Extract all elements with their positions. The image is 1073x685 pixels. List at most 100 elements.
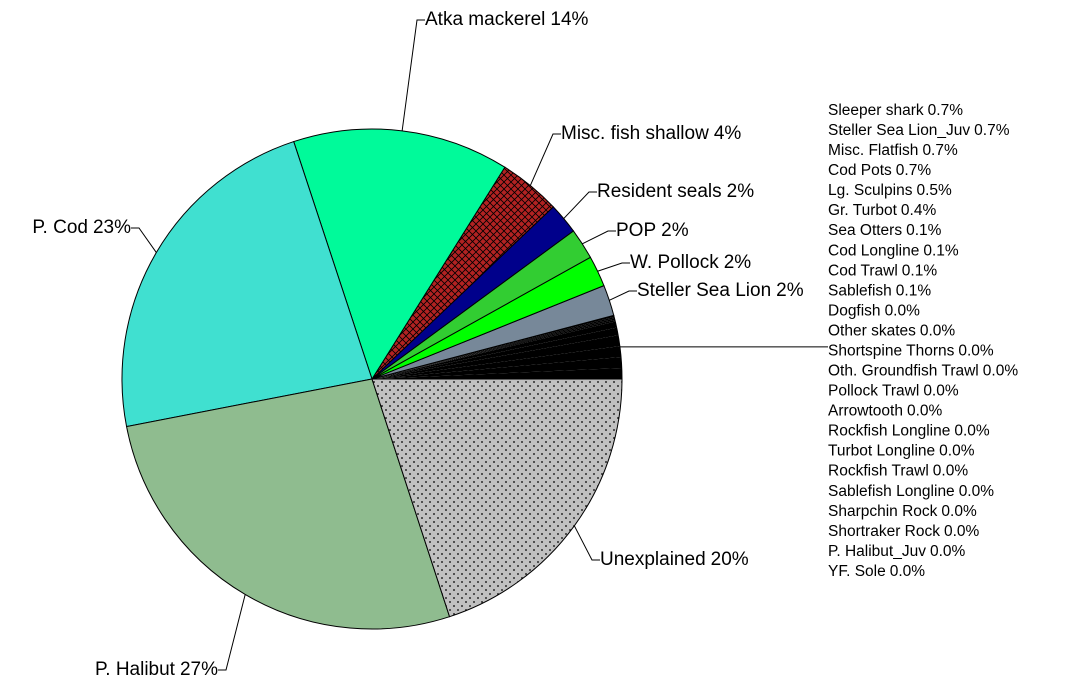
minor-label: Misc. Flatfish 0.7% — [828, 142, 958, 159]
slice-value-label: 14% — [550, 9, 588, 30]
minor-value-label: 0.5% — [916, 182, 952, 199]
slice-name: Steller Sea Lion — [637, 280, 771, 301]
pie-slice — [293, 128, 506, 381]
minor-label: Gr. Turbot 0.4% — [828, 202, 936, 219]
minor-label: Turbot Longline 0.0% — [828, 443, 975, 460]
minor-label: P. Halibut_Juv 0.0% — [828, 543, 966, 560]
minor-name: Sharpchin Rock — [828, 503, 938, 520]
minor-value-label: 0.7% — [928, 102, 964, 119]
minor-label: Sea Otters 0.1% — [828, 222, 942, 239]
slice-value-label: 20% — [711, 549, 749, 570]
slice-name: Unexplained — [600, 549, 706, 570]
minor-value-label: 0.0% — [983, 363, 1019, 380]
minor-value-label: 0.0% — [939, 443, 975, 460]
minor-name: Gr. Turbot — [828, 202, 898, 219]
pie-slice — [372, 327, 619, 379]
minor-label: Oth. Groundfish Trawl 0.0% — [828, 363, 1018, 380]
minor-value-label: 0.0% — [907, 403, 943, 420]
minor-name: YF. Sole — [828, 563, 886, 580]
minor-value-label: 0.0% — [920, 323, 956, 340]
minor-value-label: 0.0% — [885, 302, 921, 319]
minor-label: Lg. Sculpins 0.5% — [828, 182, 952, 199]
minor-name: Misc. Flatfish — [828, 142, 918, 159]
minor-name: Rockfish Longline — [828, 423, 950, 440]
minor-label: Arrowtooth 0.0% — [828, 403, 943, 420]
minor-label: Cod Pots 0.7% — [828, 162, 931, 179]
minor-label: Sablefish 0.1% — [828, 282, 931, 299]
minor-value-label: 0.1% — [906, 222, 942, 239]
minor-name: Pollock Trawl — [828, 383, 919, 400]
leader-line — [563, 191, 597, 219]
leader-line — [131, 227, 157, 253]
slice-name: POP — [616, 220, 656, 241]
minor-name: Shortspine Thorns — [828, 343, 955, 360]
slice-name: Misc. fish shallow — [561, 123, 709, 144]
leader-line — [597, 262, 630, 272]
slice-label: Misc. fish shallow 4% — [561, 123, 741, 144]
minor-label: Cod Trawl 0.1% — [828, 262, 937, 279]
minor-value-label: 0.4% — [901, 202, 937, 219]
minor-value-label: 0.1% — [896, 282, 932, 299]
minor-value-label: 0.0% — [944, 523, 980, 540]
leader-line — [609, 290, 637, 301]
slice-value-label: 2% — [661, 220, 689, 241]
slice-label: Unexplained 20% — [600, 549, 749, 570]
minor-name: Sablefish Longline — [828, 483, 955, 500]
pie-slice — [121, 140, 373, 428]
slice-value-label: 4% — [714, 123, 742, 144]
minor-label: Sharpchin Rock 0.0% — [828, 503, 977, 520]
minor-label: Pollock Trawl 0.0% — [828, 383, 959, 400]
minor-name: Other skates — [828, 323, 916, 340]
slice-value-label: 27% — [180, 659, 218, 680]
minor-value-label: 0.0% — [890, 563, 926, 580]
minor-value-label: 0.1% — [923, 242, 959, 259]
minor-name: Sleeper shark — [828, 102, 924, 119]
pie-slice — [372, 319, 616, 379]
minor-label: Steller Sea Lion_Juv 0.7% — [828, 122, 1010, 139]
leader-line — [529, 133, 561, 186]
minor-label: Other skates 0.0% — [828, 323, 955, 340]
minor-name: P. Halibut_Juv — [828, 543, 926, 560]
minor-name: Dogfish — [828, 302, 881, 319]
slice-label: POP 2% — [616, 220, 689, 241]
minor-label: Rockfish Trawl 0.0% — [828, 463, 968, 480]
minor-label: Rockfish Longline 0.0% — [828, 423, 990, 440]
minor-value-label: 0.0% — [958, 343, 994, 360]
slice-name: Resident seals — [597, 181, 722, 202]
minor-value-label: 0.0% — [933, 463, 969, 480]
slice-label: Resident seals 2% — [597, 181, 754, 202]
pie-slice — [125, 378, 451, 630]
slice-name: W. Pollock — [630, 252, 719, 273]
pie-slice — [372, 357, 622, 379]
slice-label: P. Cod 23% — [32, 217, 131, 238]
minor-label: YF. Sole 0.0% — [828, 563, 925, 580]
slice-value-label: 23% — [93, 217, 131, 238]
leader-line — [582, 230, 616, 245]
minor-label: Shortraker Rock 0.0% — [828, 523, 980, 540]
slice-value-label: 2% — [776, 280, 804, 301]
slice-label: P. Halibut 27% — [95, 659, 218, 680]
minor-name: Turbot Longline — [828, 443, 935, 460]
slice-name: P. Cod — [32, 217, 88, 238]
minor-name: Lg. Sculpins — [828, 182, 913, 199]
minor-name: Oth. Groundfish Trawl — [828, 363, 979, 380]
slice-label: Steller Sea Lion 2% — [637, 280, 804, 301]
minor-value-label: 0.0% — [941, 503, 977, 520]
leader-line — [401, 19, 425, 131]
leader-line — [218, 594, 246, 671]
minor-name: Rockfish Trawl — [828, 463, 929, 480]
minor-value-label: 0.0% — [954, 423, 990, 440]
minor-value-label: 0.0% — [923, 383, 959, 400]
minor-label: Shortspine Thorns 0.0% — [828, 343, 994, 360]
minor-value-label: 0.7% — [974, 122, 1010, 139]
minor-label: Cod Longline 0.1% — [828, 242, 959, 259]
minor-name: Steller Sea Lion_Juv — [828, 122, 970, 139]
slice-label: W. Pollock 2% — [630, 252, 751, 273]
pie-slice — [372, 335, 620, 379]
minor-value-label: 0.7% — [896, 162, 932, 179]
minor-label: Dogfish 0.0% — [828, 302, 920, 319]
minor-name: Shortraker Rock — [828, 523, 940, 540]
minor-value-label: 0.0% — [930, 543, 966, 560]
minor-name: Cod Pots — [828, 162, 892, 179]
